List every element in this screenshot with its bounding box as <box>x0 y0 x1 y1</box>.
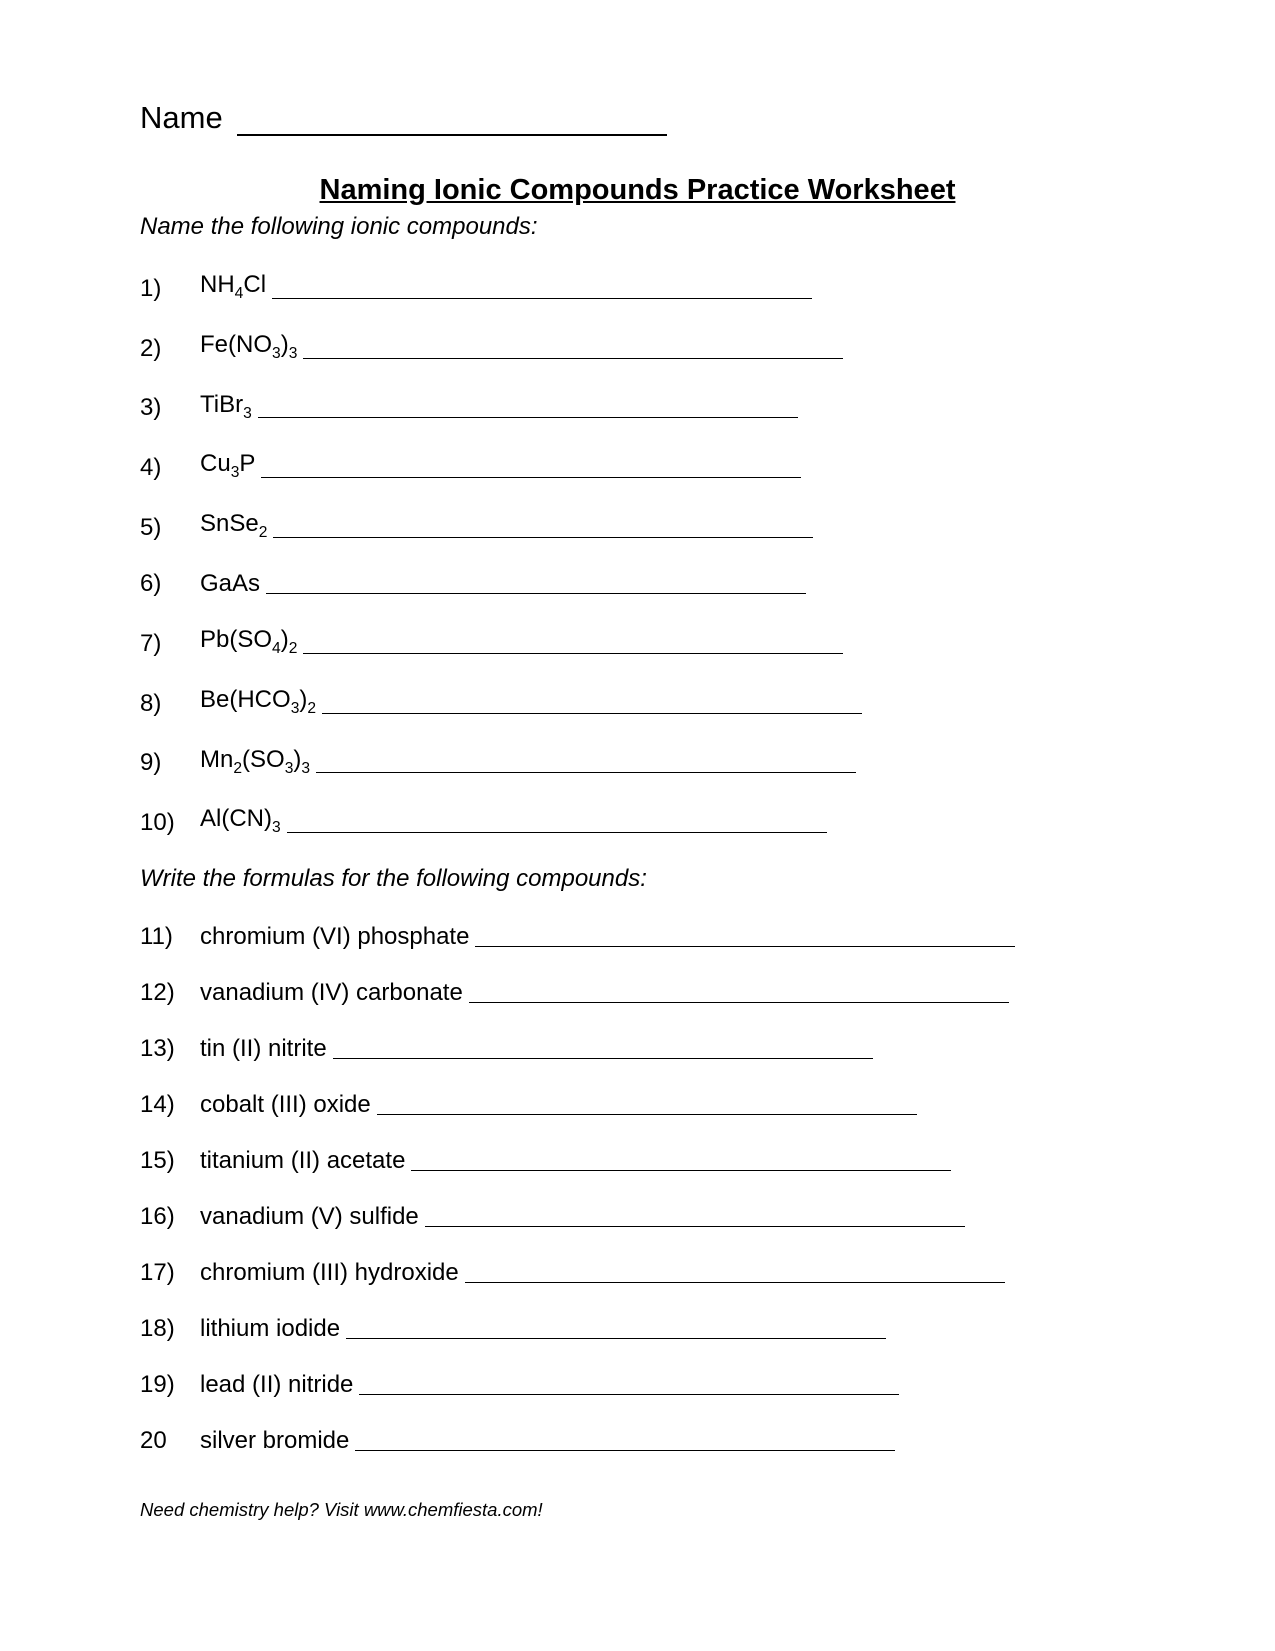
question-number: 19) <box>140 1371 200 1399</box>
question-number: 9) <box>140 749 200 777</box>
answer-blank-line[interactable] <box>355 1449 895 1451</box>
question-row: 15)titanium (II) acetate <box>140 1147 1135 1175</box>
answer-blank-line[interactable] <box>333 1057 873 1059</box>
chemical-formula: SnSe2 <box>200 510 267 542</box>
question-number: 4) <box>140 454 200 482</box>
question-row: 20silver bromide <box>140 1427 1135 1455</box>
question-row: 2)Fe(NO3)3 <box>140 331 1135 363</box>
chemical-formula: Mn2(SO3)3 <box>200 746 310 778</box>
name-blank-line[interactable] <box>237 134 667 136</box>
answer-blank-line[interactable] <box>346 1337 886 1339</box>
compound-name: silver bromide <box>200 1427 349 1455</box>
answer-blank-line[interactable] <box>261 476 801 478</box>
question-row: 12)vanadium (IV) carbonate <box>140 979 1135 1007</box>
question-number: 17) <box>140 1259 200 1287</box>
question-number: 8) <box>140 690 200 718</box>
answer-blank-line[interactable] <box>411 1169 951 1171</box>
question-row: 18)lithium iodide <box>140 1315 1135 1343</box>
answer-blank-line[interactable] <box>273 536 813 538</box>
chemical-formula: Fe(NO3)3 <box>200 331 297 363</box>
compound-name: lithium iodide <box>200 1315 340 1343</box>
answer-blank-line[interactable] <box>272 297 812 299</box>
chemical-formula: NH4Cl <box>200 271 266 303</box>
chemical-formula: Cu3P <box>200 450 255 482</box>
section2-instruction: Write the formulas for the following com… <box>140 865 1135 893</box>
answer-blank-line[interactable] <box>359 1393 899 1395</box>
answer-blank-line[interactable] <box>469 1001 1009 1003</box>
question-number: 6) <box>140 570 200 598</box>
answer-blank-line[interactable] <box>475 945 1015 947</box>
compound-name: lead (II) nitride <box>200 1371 353 1399</box>
section2-items: 11)chromium (VI) phosphate 12)vanadium (… <box>140 923 1135 1455</box>
compound-name: tin (II) nitrite <box>200 1035 327 1063</box>
chemical-formula: GaAs <box>200 570 260 598</box>
question-row: 3)TiBr3 <box>140 391 1135 423</box>
question-row: 16)vanadium (V) sulfide <box>140 1203 1135 1231</box>
answer-blank-line[interactable] <box>316 771 856 773</box>
compound-name: vanadium (IV) carbonate <box>200 979 463 1007</box>
question-number: 16) <box>140 1203 200 1231</box>
question-row: 6)GaAs <box>140 570 1135 598</box>
question-number: 1) <box>140 275 200 303</box>
worksheet-title: Naming Ionic Compounds Practice Workshee… <box>140 174 1135 207</box>
name-field-row: Name <box>140 100 1135 136</box>
chemical-formula: TiBr3 <box>200 391 252 423</box>
answer-blank-line[interactable] <box>258 416 798 418</box>
answer-blank-line[interactable] <box>465 1281 1005 1283</box>
question-number: 5) <box>140 514 200 542</box>
answer-blank-line[interactable] <box>303 652 843 654</box>
question-row: 9)Mn2(SO3)3 <box>140 746 1135 778</box>
question-row: 14)cobalt (III) oxide <box>140 1091 1135 1119</box>
section1-items: 1)NH4Cl 2)Fe(NO3)3 3)TiBr3 4)Cu3P 5)SnSe… <box>140 271 1135 837</box>
compound-name: cobalt (III) oxide <box>200 1091 371 1119</box>
question-row: 11)chromium (VI) phosphate <box>140 923 1135 951</box>
name-label: Name <box>140 100 223 135</box>
compound-name: titanium (II) acetate <box>200 1147 405 1175</box>
answer-blank-line[interactable] <box>425 1225 965 1227</box>
question-row: 8)Be(HCO3)2 <box>140 686 1135 718</box>
question-number: 14) <box>140 1091 200 1119</box>
question-number: 3) <box>140 394 200 422</box>
answer-blank-line[interactable] <box>303 357 843 359</box>
question-number: 15) <box>140 1147 200 1175</box>
compound-name: vanadium (V) sulfide <box>200 1203 419 1231</box>
question-row: 4)Cu3P <box>140 450 1135 482</box>
chemical-formula: Al(CN)3 <box>200 805 281 837</box>
worksheet-page: Name Naming Ionic Compounds Practice Wor… <box>0 0 1275 1651</box>
compound-name: chromium (III) hydroxide <box>200 1259 459 1287</box>
question-row: 13)tin (II) nitrite <box>140 1035 1135 1063</box>
question-row: 7)Pb(SO4)2 <box>140 626 1135 658</box>
question-number: 10) <box>140 809 200 837</box>
compound-name: chromium (VI) phosphate <box>200 923 469 951</box>
question-row: 17)chromium (III) hydroxide <box>140 1259 1135 1287</box>
question-row: 5)SnSe2 <box>140 510 1135 542</box>
question-row: 10)Al(CN)3 <box>140 805 1135 837</box>
chemical-formula: Be(HCO3)2 <box>200 686 316 718</box>
question-row: 1)NH4Cl <box>140 271 1135 303</box>
question-row: 19)lead (II) nitride <box>140 1371 1135 1399</box>
question-number: 13) <box>140 1035 200 1063</box>
section1-instruction: Name the following ionic compounds: <box>140 213 1135 241</box>
chemical-formula: Pb(SO4)2 <box>200 626 297 658</box>
footer-text: Need chemistry help? Visit www.chemfiest… <box>140 1499 1135 1521</box>
answer-blank-line[interactable] <box>377 1113 917 1115</box>
answer-blank-line[interactable] <box>322 712 862 714</box>
question-number: 11) <box>140 923 200 951</box>
question-number: 7) <box>140 630 200 658</box>
question-number: 2) <box>140 335 200 363</box>
question-number: 20 <box>140 1427 200 1455</box>
question-number: 18) <box>140 1315 200 1343</box>
answer-blank-line[interactable] <box>287 831 827 833</box>
answer-blank-line[interactable] <box>266 592 806 594</box>
question-number: 12) <box>140 979 200 1007</box>
